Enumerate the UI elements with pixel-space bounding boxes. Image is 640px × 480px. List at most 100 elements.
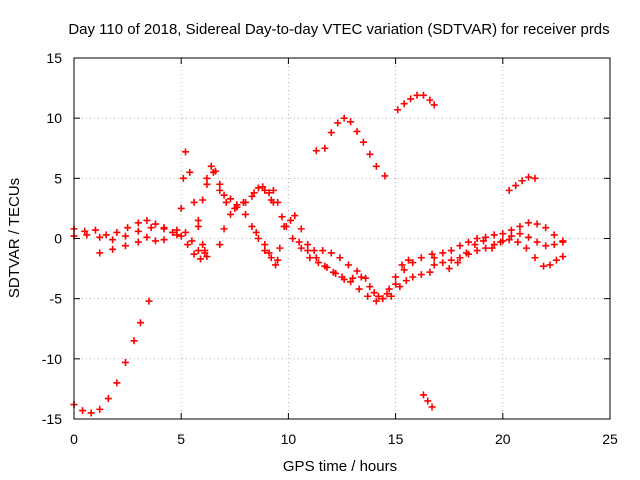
data-point: [404, 256, 412, 264]
data-point: [184, 241, 192, 249]
data-point: [559, 253, 567, 261]
data-point: [542, 242, 550, 250]
data-point: [552, 256, 560, 264]
data-point: [505, 236, 513, 244]
data-point: [194, 216, 202, 224]
data-point: [482, 244, 490, 252]
data-point: [87, 409, 95, 417]
data-point: [188, 237, 196, 245]
data-point: [447, 247, 455, 255]
data-point: [347, 118, 355, 126]
data-point: [130, 337, 138, 345]
data-point: [267, 254, 275, 262]
data-point: [83, 231, 91, 239]
data-point: [134, 238, 142, 246]
series-arc-16: [430, 219, 567, 262]
data-point: [199, 196, 207, 204]
data-point: [372, 297, 380, 305]
series-arc-15: [419, 391, 436, 411]
data-point: [327, 129, 335, 137]
data-point: [400, 100, 408, 108]
data-point: [242, 198, 250, 206]
data-point: [179, 174, 187, 182]
data-point: [398, 261, 406, 269]
data-point: [222, 198, 230, 206]
data-point: [113, 228, 121, 236]
data-point: [445, 265, 453, 273]
data-point: [274, 198, 282, 206]
data-point: [387, 292, 395, 300]
data-point: [312, 147, 320, 155]
data-point: [374, 292, 382, 300]
data-point: [199, 241, 207, 249]
data-point: [482, 233, 490, 241]
data-point: [426, 96, 434, 104]
series-arc-6: [194, 162, 275, 224]
x-tick-label: 10: [281, 431, 297, 447]
data-point: [542, 224, 550, 232]
data-point: [379, 295, 387, 303]
data-point: [194, 222, 202, 230]
data-point: [304, 247, 312, 255]
data-point: [471, 241, 479, 249]
data-point: [546, 261, 554, 269]
data-point: [480, 237, 488, 245]
data-point: [91, 226, 99, 234]
data-point: [306, 254, 314, 262]
data-point: [417, 271, 425, 279]
data-point: [216, 186, 224, 194]
series-arc-5: [173, 148, 209, 255]
data-point: [550, 241, 558, 249]
data-point: [439, 259, 447, 267]
data-point: [359, 138, 367, 146]
data-point: [447, 256, 455, 264]
data-point: [525, 173, 533, 181]
data-point: [261, 241, 269, 249]
data-point: [540, 262, 548, 270]
data-point: [392, 273, 400, 281]
data-point: [417, 254, 425, 262]
data-point: [370, 289, 378, 297]
series-arc-1: [70, 216, 211, 263]
data-point: [392, 280, 400, 288]
data-point: [259, 183, 267, 191]
data-point: [490, 231, 498, 239]
data-point: [143, 216, 151, 224]
data-point: [109, 245, 117, 253]
data-point: [196, 255, 204, 263]
data-point: [456, 254, 464, 262]
series-arc-12: [295, 238, 412, 305]
data-point: [143, 233, 151, 241]
data-point: [220, 225, 228, 233]
data-point: [349, 274, 357, 282]
data-point: [550, 231, 558, 239]
data-point: [254, 184, 262, 192]
series-arc-9: [252, 228, 284, 269]
data-point: [525, 233, 533, 241]
data-point: [490, 241, 498, 249]
data-point: [190, 198, 198, 206]
data-point: [261, 186, 269, 194]
y-tick-label: 0: [54, 231, 62, 247]
data-point: [248, 222, 256, 230]
data-point: [173, 231, 181, 239]
data-point: [507, 232, 515, 240]
data-point: [220, 191, 228, 199]
data-point: [394, 106, 402, 114]
data-point: [533, 220, 541, 228]
data-point: [177, 232, 185, 240]
data-point: [203, 253, 211, 261]
series-arc-19: [505, 173, 539, 194]
data-point: [334, 119, 342, 127]
data-point: [531, 254, 539, 262]
data-point: [424, 397, 432, 405]
data-point: [522, 244, 530, 252]
data-point: [209, 168, 217, 176]
data-point: [280, 222, 288, 230]
data-point: [216, 241, 224, 249]
data-point: [233, 203, 241, 211]
data-point: [383, 290, 391, 298]
data-point: [400, 266, 408, 274]
data-point: [278, 213, 286, 221]
data-point: [419, 91, 427, 99]
